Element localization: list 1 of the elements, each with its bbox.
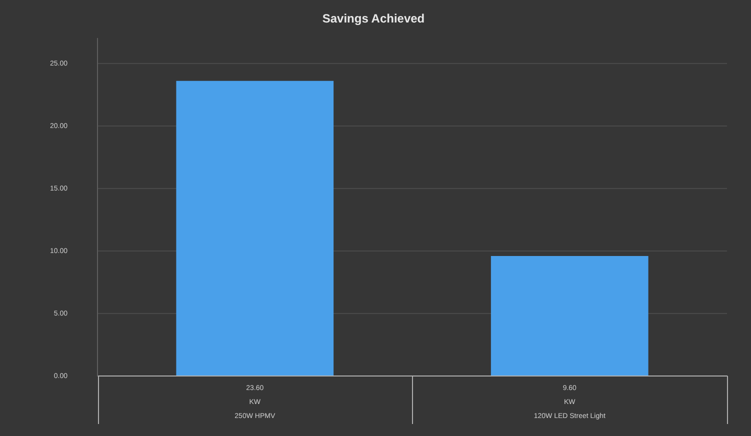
chart-title: Savings Achieved <box>322 12 425 26</box>
